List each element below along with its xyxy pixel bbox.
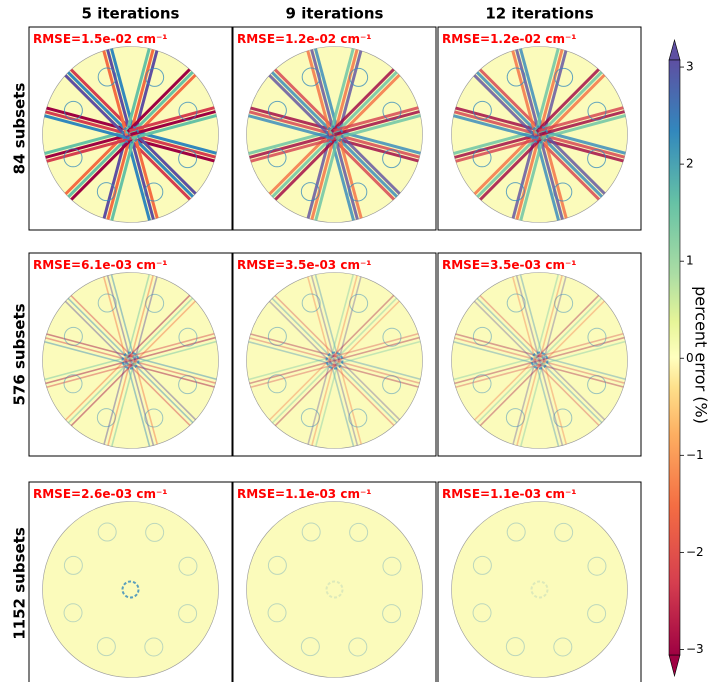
rmse-annotation: RMSE=3.5e-03 cm⁻¹ — [442, 258, 577, 272]
rmse-annotation: RMSE=1.1e-03 cm⁻¹ — [237, 487, 372, 501]
rmse-annotation: RMSE=1.5e-02 cm⁻¹ — [33, 32, 168, 46]
column-title: 5 iterations — [82, 5, 180, 23]
colorbar-extend-bottom — [669, 655, 680, 676]
column-title: 9 iterations — [286, 5, 384, 23]
panel: RMSE=1.1e-03 cm⁻¹ — [438, 482, 641, 682]
rmse-annotation: RMSE=2.6e-03 cm⁻¹ — [33, 487, 168, 501]
colorbar-body — [669, 60, 680, 655]
rmse-annotation: RMSE=1.2e-02 cm⁻¹ — [442, 32, 577, 46]
row-title: 84 subsets — [11, 83, 29, 175]
colorbar-tick-label: 2 — [686, 157, 694, 171]
rmse-annotation: RMSE=1.1e-03 cm⁻¹ — [442, 487, 577, 501]
colorbar-tick-label: 3 — [686, 60, 694, 74]
panel: RMSE=1.1e-03 cm⁻¹ — [233, 482, 436, 682]
colorbar-extend-top — [669, 40, 680, 60]
phantom-disk — [43, 502, 219, 678]
colorbar-tick-label: −1 — [686, 448, 704, 462]
panel: RMSE=1.5e-02 cm⁻¹ — [29, 27, 232, 230]
panel: RMSE=3.5e-03 cm⁻¹ — [438, 253, 641, 456]
panel: RMSE=1.2e-02 cm⁻¹ — [233, 27, 436, 230]
panel: RMSE=6.1e-03 cm⁻¹ — [29, 253, 232, 456]
rmse-annotation: RMSE=1.2e-02 cm⁻¹ — [237, 32, 372, 46]
colorbar-tick-label: −3 — [686, 642, 704, 656]
phantom-disk — [247, 502, 423, 678]
row-title: 576 subsets — [11, 303, 29, 405]
row-title: 1152 subsets — [11, 527, 29, 640]
rmse-annotation: RMSE=3.5e-03 cm⁻¹ — [237, 258, 372, 272]
colorbar-label: percent error (%) — [692, 286, 708, 424]
panel: RMSE=3.5e-03 cm⁻¹ — [233, 253, 436, 456]
rmse-annotation: RMSE=6.1e-03 cm⁻¹ — [33, 258, 168, 272]
panel: RMSE=1.2e-02 cm⁻¹ — [438, 27, 641, 230]
figure: RMSE=1.5e-02 cm⁻¹ RMSE=1.2e-02 cm⁻¹ RMSE=1… — [0, 0, 708, 682]
column-title: 12 iterations — [485, 5, 593, 23]
phantom-disk — [452, 502, 628, 678]
colorbar-tick-label: 1 — [686, 254, 694, 268]
colorbar-tick-label: −2 — [686, 545, 704, 559]
panel: RMSE=2.6e-03 cm⁻¹ — [29, 482, 232, 682]
